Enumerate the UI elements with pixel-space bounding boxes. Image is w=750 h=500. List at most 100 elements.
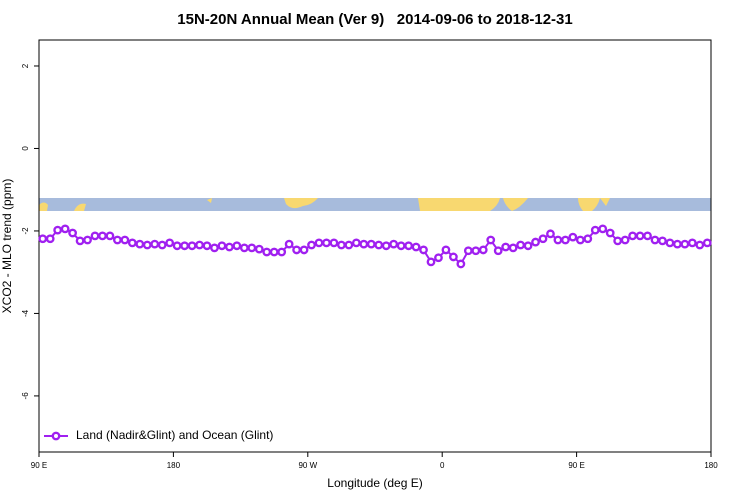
data-point <box>172 241 182 251</box>
y-tick-label: -4 <box>21 309 30 317</box>
data-point <box>224 242 234 252</box>
data-point <box>493 246 503 256</box>
y-tick-label: 2 <box>21 63 30 68</box>
data-point <box>247 243 257 253</box>
x-tick-label: 90 E <box>31 461 47 470</box>
data-point <box>232 241 242 251</box>
data-point <box>38 234 48 244</box>
data-point <box>643 231 652 241</box>
data-point <box>404 241 413 251</box>
y-axis-title: XCO2 - MLO trend (ppm) <box>0 179 14 314</box>
data-point <box>568 232 578 242</box>
data-point <box>344 240 354 250</box>
data-point <box>463 246 473 256</box>
x-tick-label: 0 <box>440 461 445 470</box>
data-point <box>396 241 406 251</box>
data-point <box>366 239 376 249</box>
data-point <box>45 234 55 244</box>
data-point <box>60 224 70 234</box>
data-point <box>471 246 481 256</box>
data-point <box>150 239 160 249</box>
x-tick-label: 180 <box>167 461 181 470</box>
data-point <box>456 259 466 269</box>
map-band <box>39 198 711 211</box>
data-point <box>658 236 667 246</box>
data-point <box>135 239 145 249</box>
legend-label: Land (Nadir&Glint) and Ocean (Glint) <box>76 428 273 442</box>
x-tick-label: 90 W <box>298 461 317 470</box>
data-point <box>75 236 85 246</box>
data-point <box>523 241 533 251</box>
data-point <box>322 238 331 248</box>
data-point <box>546 229 555 239</box>
data-point <box>195 240 204 250</box>
data-point <box>583 234 593 244</box>
data-point <box>590 225 600 235</box>
data-point <box>628 231 637 241</box>
data-point <box>127 238 137 248</box>
data-point <box>98 231 107 241</box>
data-point <box>336 240 346 250</box>
data-point <box>620 235 630 245</box>
data-point <box>538 234 548 244</box>
data-point <box>105 231 115 241</box>
data-point <box>292 245 301 255</box>
y-tick-label: 0 <box>21 146 30 151</box>
data-point <box>448 252 458 262</box>
data-point <box>650 235 660 245</box>
data-point <box>165 238 175 248</box>
data-point <box>389 239 399 249</box>
data-point <box>277 247 287 257</box>
data-point <box>202 241 212 251</box>
x-axis-title: Longitude (deg E) <box>327 476 422 490</box>
data-point <box>187 241 197 251</box>
data-point <box>605 228 615 238</box>
data-point <box>239 243 249 253</box>
y-tick-label: -6 <box>21 392 30 400</box>
data-point <box>374 240 384 250</box>
data-point <box>687 238 697 248</box>
data-point <box>426 257 436 267</box>
data-point <box>157 240 167 250</box>
data-point <box>486 235 496 245</box>
data-point <box>419 245 428 255</box>
chart-title: 15N-20N Annual Mean (Ver 9) 2014-09-06 t… <box>177 11 572 28</box>
data-point <box>113 235 122 245</box>
data-point <box>284 239 294 249</box>
data-point <box>359 239 369 249</box>
data-point <box>478 245 488 255</box>
data-point <box>217 241 227 251</box>
data-point <box>501 242 511 252</box>
x-tick-label: 90 E <box>568 461 584 470</box>
data-point <box>314 238 324 248</box>
data-point <box>665 238 675 248</box>
data-point <box>351 238 361 248</box>
data-point <box>262 247 272 257</box>
x-tick-label: 180 <box>704 461 718 470</box>
data-point <box>561 235 570 245</box>
data-point <box>635 231 645 241</box>
data-point <box>575 235 585 245</box>
data-point <box>613 236 623 246</box>
data-point <box>531 237 540 247</box>
data-point <box>307 240 316 250</box>
data-point <box>180 241 190 251</box>
data-point <box>254 244 264 254</box>
data-point <box>120 235 130 245</box>
data-point <box>673 239 682 249</box>
data-point <box>269 247 279 257</box>
data-point <box>680 239 690 249</box>
data-point <box>210 243 219 253</box>
data-point <box>142 240 152 250</box>
data-point <box>90 231 100 241</box>
data-point <box>299 245 309 255</box>
data-point <box>53 225 63 235</box>
legend-swatch-marker <box>51 431 61 441</box>
data-point <box>508 243 518 253</box>
data-point <box>411 242 421 252</box>
data-point <box>83 235 92 245</box>
data-point <box>598 224 608 234</box>
y-tick-label: -2 <box>21 227 30 235</box>
data-point <box>329 238 339 248</box>
